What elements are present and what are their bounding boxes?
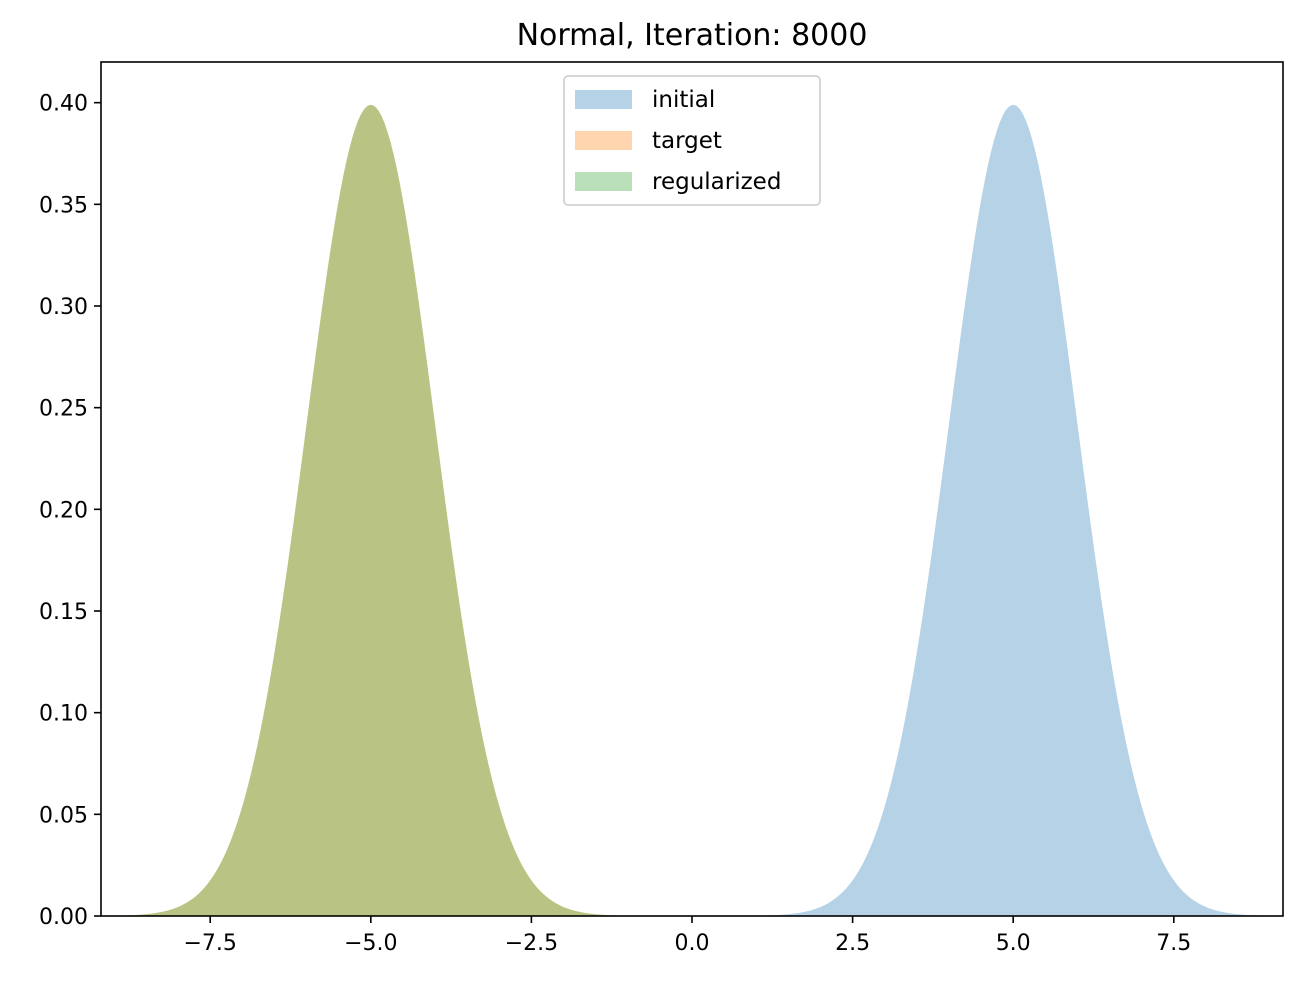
plot-areas <box>101 104 1283 916</box>
legend-swatch-initial <box>575 90 632 109</box>
y-tick-label: 0.00 <box>39 905 88 930</box>
x-axis: −7.5 −5.0 −2.5 0.0 2.5 5.0 7.5 <box>183 916 1191 956</box>
y-tick-label: 0.40 <box>39 92 88 117</box>
legend-label-regularized: regularized <box>652 169 781 195</box>
area-regularized <box>101 104 1283 916</box>
x-tick-label: 5.0 <box>996 931 1031 956</box>
legend: initial target regularized <box>563 75 821 206</box>
y-tick-label: 0.20 <box>39 498 88 523</box>
chart-title: Normal, Iteration: 8000 <box>517 18 868 53</box>
legend-swatch-target <box>575 131 632 150</box>
y-axis: 0.00 0.05 0.10 0.15 0.20 0.25 0.30 0.35 0.40 <box>39 92 101 930</box>
x-tick-label: −2.5 <box>505 931 558 956</box>
y-tick-label: 0.15 <box>39 600 88 625</box>
area-initial <box>101 104 1283 916</box>
y-tick-label: 0.25 <box>39 397 88 422</box>
x-tick-label: −5.0 <box>344 931 397 956</box>
y-tick-label: 0.10 <box>39 702 88 727</box>
y-tick-label: 0.35 <box>39 193 88 218</box>
x-tick-label: 7.5 <box>1156 931 1191 956</box>
legend-label-initial: initial <box>652 87 715 113</box>
x-tick-label: 2.5 <box>835 931 870 956</box>
legend-label-target: target <box>652 128 722 154</box>
y-tick-label: 0.30 <box>39 295 88 320</box>
x-tick-label: 0.0 <box>675 931 710 956</box>
area-target <box>101 104 1283 916</box>
x-tick-label: −7.5 <box>183 931 236 956</box>
legend-frame <box>563 75 821 206</box>
legend-swatch-regularized <box>575 172 632 191</box>
y-tick-label: 0.05 <box>39 803 88 828</box>
